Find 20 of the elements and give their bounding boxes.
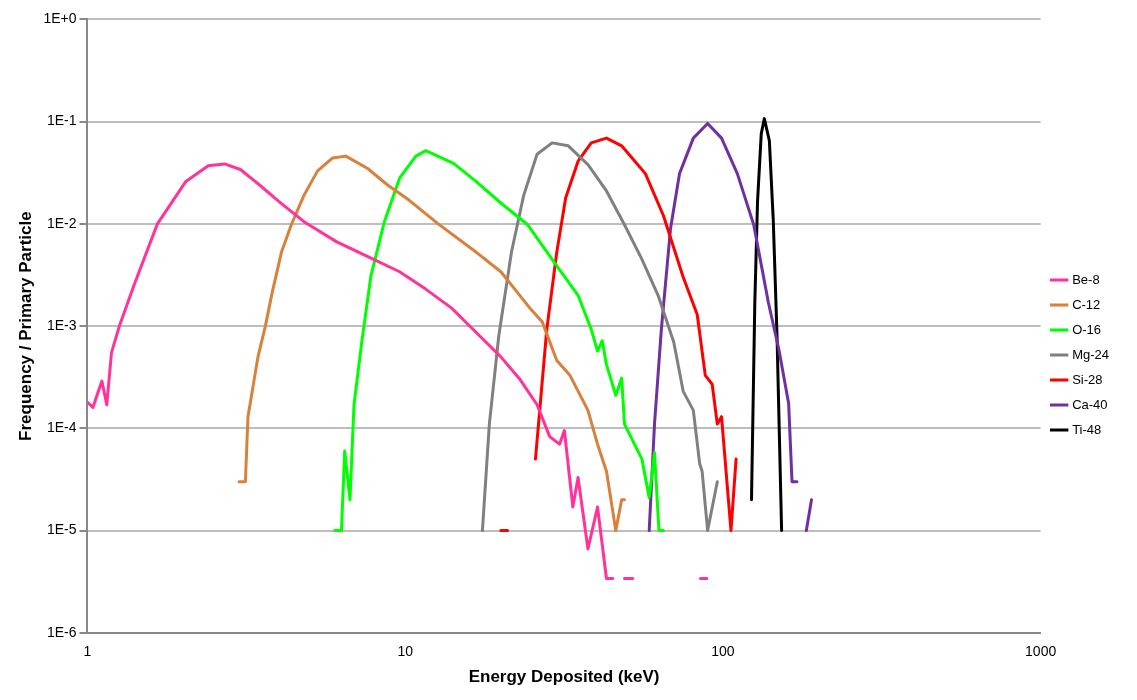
y-tick-label: 1E+0 xyxy=(43,10,77,27)
legend-label: Ca-40 xyxy=(1072,396,1108,412)
legend-label: Mg-24 xyxy=(1072,346,1110,362)
y-tick-label: 1E-5 xyxy=(46,521,77,538)
legend-label: Be-8 xyxy=(1072,271,1100,287)
y-tick-label: 1E-3 xyxy=(46,316,77,333)
y-tick-label: 1E-1 xyxy=(46,112,77,129)
legend-label: O-16 xyxy=(1072,321,1102,337)
x-axis-title: Energy Deposited (keV) xyxy=(468,667,660,687)
x-tick-label: 10 xyxy=(397,643,414,660)
x-tick-label: 100 xyxy=(711,643,735,660)
y-tick-label: 1E-2 xyxy=(46,214,77,231)
x-tick-label: 1 xyxy=(83,643,92,660)
legend-label: Ti-48 xyxy=(1072,421,1102,437)
y-tick-label: 1E-4 xyxy=(46,419,77,436)
x-tick-label: 1000 xyxy=(1025,643,1057,660)
y-tick-label: 1E-6 xyxy=(46,623,77,640)
y-axis-title: Frequency / Primary Particle xyxy=(15,211,35,441)
legend-label: Si-28 xyxy=(1072,371,1103,387)
legend-label: C-12 xyxy=(1072,296,1101,312)
